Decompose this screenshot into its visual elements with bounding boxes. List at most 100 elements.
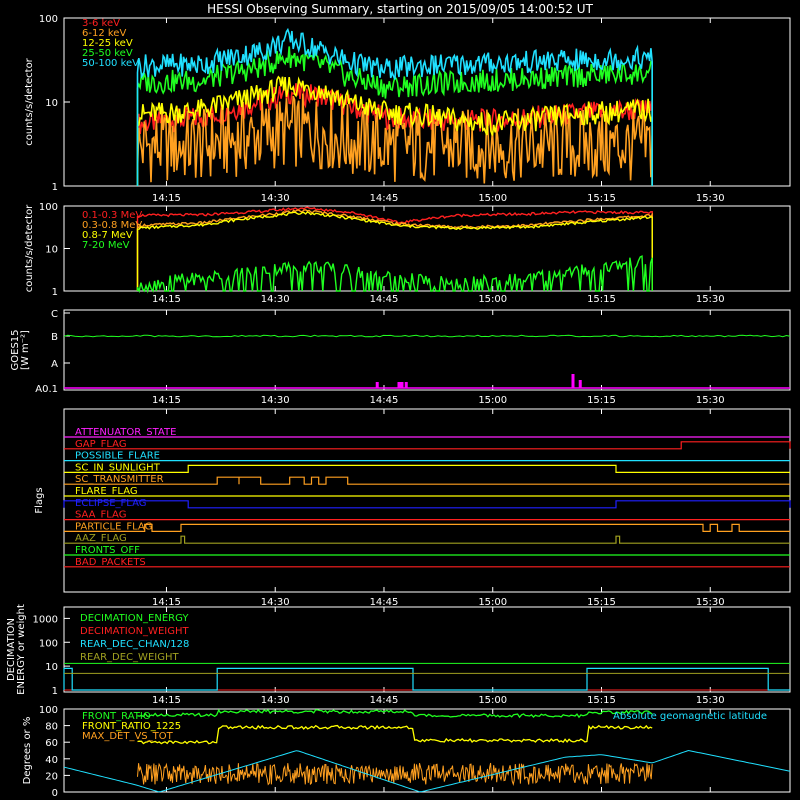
legend-entry: 50-100 keV [82,58,139,69]
flag-label: SC_TRANSMITTER [75,474,164,485]
y-tick-label: 20 [45,771,58,782]
flag-label: POSSIBLE_FLARE [75,451,160,462]
legend-entry: 7-20 MeV [82,240,130,251]
flag-label: BAD_PACKETS [75,557,146,568]
x-tick-label: 14:15 [152,294,181,305]
goes-spike [397,382,404,388]
series-line-front_ratio_1225 [137,724,653,745]
goes-long-channel-line [63,334,791,338]
y-tick-label: 10 [45,245,58,256]
flag-label: FLARE_FLAG [75,486,138,497]
decimation-panel-frame [63,606,791,693]
flag-label: AAZ_FLAG [75,533,127,544]
flag-line-aaz_flag [64,535,790,544]
goes-spike [571,374,575,388]
series-line-7-20-MeV [136,255,653,294]
x-tick-label: 14:30 [261,597,290,608]
y-tick-label: 80 [45,722,58,733]
y-axis-label: DECIMATION [6,618,17,681]
x-tick-label: 15:00 [478,695,507,706]
y-axis-label: counts/s/detector [24,204,35,292]
flag-label: FRONTS_OFF [75,545,140,556]
x-tick-label: 15:00 [478,294,507,305]
y-tick-label: 60 [45,738,58,749]
x-tick-label: 14:45 [370,294,399,305]
flag-label: SC_IN_SUNLIGHT [75,462,161,473]
x-tick-label: 14:30 [261,294,290,305]
x-tick-label: 14:15 [152,597,181,608]
goes-spike [375,382,379,388]
goes-spike [404,382,408,388]
y-tick-label: 10 [45,662,58,673]
flag-line-particle_flag [64,523,790,532]
legend-entry: FRONT_RATIO [82,711,151,722]
x-tick-label: 14:30 [261,695,290,706]
flag-line-sc_in_sunlight [64,464,790,473]
x-tick-label: 15:15 [587,597,616,608]
goes-spike [578,380,582,388]
x-tick-label: 15:30 [696,294,725,305]
flag-label: ECLIPSE_FLAG [75,498,146,509]
series-line-12-25-keV [136,75,653,186]
y-tick-label: 100 [39,705,58,716]
y-tick-label: 1000 [33,614,58,625]
legend-entry: 12-25 keV [82,38,133,49]
legend-entry: DECIMATION_ENERGY [80,613,189,624]
x-tick-label: 15:30 [696,193,725,204]
y-tick-label: 1 [52,287,58,298]
x-tick-label: 14:30 [261,193,290,204]
legend-entry: 0.8-7 MeV [82,230,133,241]
x-tick-label: 15:00 [478,193,507,204]
series-line-front_ratio [137,708,653,719]
y-tick-label: 1 [52,686,58,697]
x-tick-label: 15:15 [587,695,616,706]
y-axis-label: Flags [34,487,45,513]
legend-entry: MAX_DET_VS_TOT [82,731,174,742]
flag-line-sc_transmitter [64,476,790,485]
legend-entry: 0.1-0.3 MeV [82,210,142,221]
series-line-max-det-vs-tot [137,762,653,786]
x-tick-label: 15:00 [478,395,507,406]
series-line-0.8-7-MeV [136,211,653,291]
x-tick-label: 15:15 [587,395,616,406]
x-tick-label: 14:45 [370,695,399,706]
flag-line-gap_flag [64,441,791,450]
x-tick-label: 15:15 [587,193,616,204]
x-tick-label: 15:30 [696,395,725,406]
flag-label: PARTICLE_FLAG [75,521,152,532]
y-tick-label: 1 [52,182,58,193]
legend-entry: REAR_DEC_WEIGHT [80,652,179,663]
legend-entry: FRONT_RATIO_1225 [82,721,181,732]
y-tick-label: 100 [39,14,58,25]
legend-entry: 6-12 keV [82,28,126,39]
y-axis-label-2: ENERGY or weight [16,604,27,695]
legend-entry-geomagnetic: Absolute geomagnetic latitude [613,711,767,722]
x-tick-label: 15:30 [696,695,725,706]
y-tick-label: 100 [39,638,58,649]
y-tick-label: 100 [39,202,58,213]
x-tick-label: 14:45 [370,395,399,406]
ratios-panel-frame [63,708,791,793]
x-tick-label: 15:30 [696,597,725,608]
y-tick-label: A0.1 [35,384,58,395]
flag-label: SAA_FLAG [75,510,126,521]
y-tick-label: A [51,359,58,370]
y-axis-label: Degrees or % [22,717,33,785]
legend-entry: 0.3-0.8 MeV [82,220,142,231]
legend-entry: REAR_DEC_CHAN/128 [80,639,189,650]
flag-label: GAP_FLAG [75,439,127,450]
y-tick-label: 40 [45,755,58,766]
x-tick-label: 14:45 [370,597,399,608]
x-tick-label: 15:15 [587,294,616,305]
x-tick-label: 14:15 [152,395,181,406]
flag-label: ATTENUATOR_STATE [75,427,176,438]
legend-entry: DECIMATION_WEIGHT [80,626,189,637]
y-tick-label: 10 [45,98,58,109]
series-line-0.1-0.3-MeV [136,206,653,291]
x-tick-label: 14:15 [152,695,181,706]
legend-entry: 3-6 keV [82,18,120,29]
y-axis-label-unit: [W m⁻²] [20,330,31,370]
y-tick-label: C [51,309,58,320]
